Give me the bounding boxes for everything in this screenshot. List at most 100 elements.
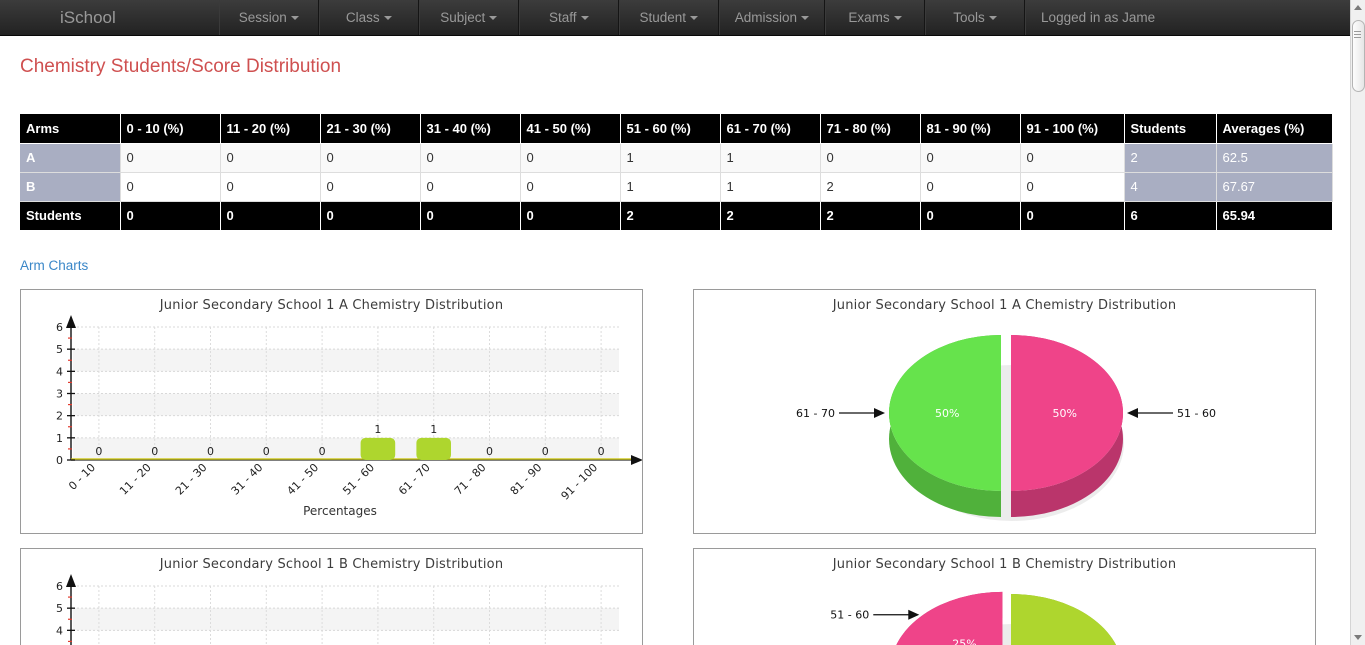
cell-bin-61-70: 1 bbox=[720, 172, 821, 202]
svg-text:1: 1 bbox=[430, 423, 437, 436]
pie-chart-arm-b: 25%25%50%51 - 6061 - 7071 - 80 bbox=[830, 591, 1116, 645]
navbar-spacer bbox=[131, 0, 219, 35]
col-header-bin-0-10: 0 - 10 (%) bbox=[120, 114, 221, 144]
cell-average: 62.5 bbox=[1216, 143, 1333, 173]
total-bin-91-100: 0 bbox=[1020, 201, 1125, 230]
navbar-menu: Session Class Subject Staff Student Admi… bbox=[218, 0, 1170, 35]
nav-item-admission[interactable]: Admission bbox=[718, 0, 826, 35]
nav-item-staff-label: Staff bbox=[549, 9, 577, 25]
total-bin-21-30: 0 bbox=[320, 201, 421, 230]
total-bin-71-80: 2 bbox=[820, 201, 921, 230]
brand-logo[interactable]: iSchool bbox=[60, 8, 116, 27]
nav-item-session[interactable]: Session bbox=[218, 0, 319, 35]
chart-title-bar-arm-a: Junior Secondary School 1 A Chemistry Di… bbox=[159, 298, 504, 313]
nav-item-exams-label: Exams bbox=[848, 9, 890, 25]
col-header-bin-81-90: 81 - 90 (%) bbox=[920, 114, 1021, 144]
svg-text:41 - 50: 41 - 50 bbox=[284, 461, 321, 498]
cell-bin-21-30: 0 bbox=[320, 143, 421, 173]
page-scrollbar[interactable] bbox=[1350, 0, 1365, 645]
svg-text:3: 3 bbox=[56, 388, 63, 401]
table-row: B 0 0 0 0 0 1 1 2 0 0 4 67.67 bbox=[20, 172, 1333, 202]
nav-item-student-label: Student bbox=[639, 9, 687, 25]
svg-text:5: 5 bbox=[56, 602, 63, 615]
chart-body-pie-arm-b: 25%25%50%51 - 6061 - 7071 - 80 bbox=[694, 572, 1315, 645]
total-bin-61-70: 2 bbox=[720, 201, 821, 230]
svg-text:0: 0 bbox=[151, 445, 158, 458]
svg-text:0: 0 bbox=[95, 445, 102, 458]
chevron-down-icon bbox=[489, 15, 498, 20]
table-body: A 0 0 0 0 0 1 1 0 0 0 2 62.5 B 0 bbox=[20, 143, 1333, 230]
cell-bin-41-50: 0 bbox=[520, 172, 621, 202]
svg-text:0: 0 bbox=[56, 454, 63, 467]
nav-item-student[interactable]: Student bbox=[618, 0, 719, 35]
nav-item-subject-label: Subject bbox=[440, 9, 486, 25]
chevron-down-icon bbox=[383, 15, 392, 20]
logged-in-status: Logged in as Jame bbox=[1025, 0, 1170, 35]
col-header-bin-51-60: 51 - 60 (%) bbox=[620, 114, 721, 144]
cell-bin-11-20: 0 bbox=[220, 143, 321, 173]
chart-panel-pie-arm-b: Junior Secondary School 1 B Chemistry Di… bbox=[693, 548, 1316, 645]
svg-text:1: 1 bbox=[56, 432, 63, 445]
cell-bin-91-100: 0 bbox=[1020, 143, 1125, 173]
col-header-averages: Averages (%) bbox=[1216, 114, 1332, 144]
svg-text:51 - 60: 51 - 60 bbox=[340, 461, 377, 498]
svg-text:91 - 100: 91 - 100 bbox=[559, 461, 601, 503]
total-students-count: 6 bbox=[1124, 201, 1217, 230]
cell-bin-41-50: 0 bbox=[520, 143, 621, 173]
svg-text:6: 6 bbox=[56, 321, 63, 334]
svg-text:2: 2 bbox=[56, 410, 63, 423]
chart-body-pie-arm-a: 50% 50% 61 - 70 51 - 60 bbox=[694, 313, 1315, 521]
total-bin-31-40: 0 bbox=[420, 201, 521, 230]
total-average: 65.94 bbox=[1216, 201, 1332, 230]
cell-average: 67.67 bbox=[1216, 172, 1333, 202]
page-title: Chemistry Students/Score Distribution bbox=[20, 56, 342, 77]
row-arm-label: B bbox=[20, 172, 121, 202]
svg-text:0: 0 bbox=[486, 445, 493, 458]
svg-text:81 - 90: 81 - 90 bbox=[508, 461, 545, 498]
nav-item-class-label: Class bbox=[345, 9, 380, 25]
nav-item-tools[interactable]: Tools bbox=[925, 0, 1026, 35]
row-arm-label: A bbox=[20, 143, 121, 173]
arm-charts-link[interactable]: Arm Charts bbox=[20, 258, 89, 273]
chart-title-pie-arm-b: Junior Secondary School 1 B Chemistry Di… bbox=[832, 557, 1177, 572]
svg-text:4: 4 bbox=[56, 365, 63, 378]
col-header-bin-11-20: 11 - 20 (%) bbox=[220, 114, 321, 144]
cell-students-count: 2 bbox=[1124, 143, 1217, 173]
cell-bin-31-40: 0 bbox=[420, 172, 521, 202]
svg-text:21 - 30: 21 - 30 bbox=[173, 461, 210, 498]
svg-text:50%: 50% bbox=[935, 407, 959, 420]
col-header-students: Students bbox=[1124, 114, 1217, 144]
col-header-bin-21-30: 21 - 30 (%) bbox=[320, 114, 421, 144]
top-navbar: iSchool Session Class Subject Staff Stud… bbox=[0, 0, 1350, 36]
svg-text:71 - 80: 71 - 80 bbox=[452, 461, 489, 498]
col-header-bin-61-70: 61 - 70 (%) bbox=[720, 114, 821, 144]
cell-bin-21-30: 0 bbox=[320, 172, 421, 202]
chart-panel-bar-arm-b: Junior Secondary School 1 B Chemistry Di… bbox=[20, 548, 643, 645]
chevron-down-icon bbox=[290, 15, 299, 20]
nav-item-class[interactable]: Class bbox=[318, 0, 419, 35]
svg-text:61 - 70: 61 - 70 bbox=[396, 461, 433, 498]
page-content: Chemistry Students/Score Distribution Ar… bbox=[0, 56, 1350, 645]
total-bin-51-60: 2 bbox=[620, 201, 721, 230]
scrollbar-down-arrow[interactable] bbox=[1351, 630, 1365, 645]
nav-item-exams[interactable]: Exams bbox=[825, 0, 926, 35]
chevron-down-icon bbox=[893, 15, 902, 20]
chevron-down-icon bbox=[988, 15, 997, 20]
chevron-down-icon bbox=[801, 15, 810, 20]
cell-bin-71-80: 0 bbox=[820, 143, 921, 173]
svg-text:5: 5 bbox=[56, 343, 63, 356]
nav-item-subject[interactable]: Subject bbox=[418, 0, 519, 35]
cell-bin-71-80: 2 bbox=[820, 172, 921, 202]
total-bin-0-10: 0 bbox=[120, 201, 221, 230]
svg-text:0 - 10: 0 - 10 bbox=[66, 461, 98, 493]
col-header-arms: Arms bbox=[20, 114, 121, 144]
table-row: A 0 0 0 0 0 1 1 0 0 0 2 62.5 bbox=[20, 143, 1333, 173]
scrollbar-up-arrow[interactable] bbox=[1351, 0, 1365, 15]
chart-panel-pie-arm-a: Junior Secondary School 1 A Chemistry Di… bbox=[693, 289, 1316, 534]
nav-item-staff[interactable]: Staff bbox=[518, 0, 619, 35]
total-bin-41-50: 0 bbox=[520, 201, 621, 230]
